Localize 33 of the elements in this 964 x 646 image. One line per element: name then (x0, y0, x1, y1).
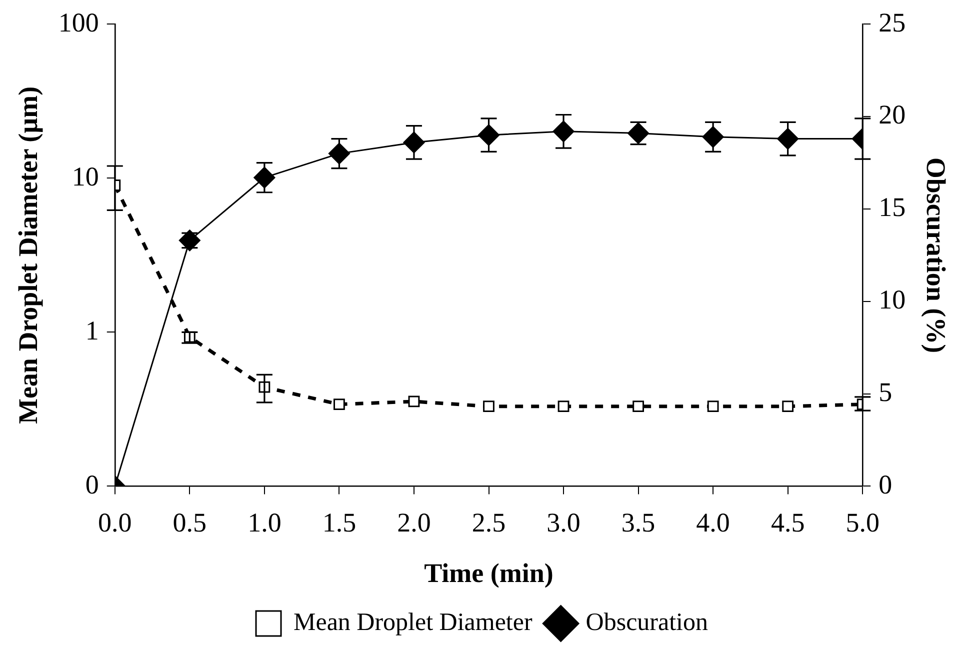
point (483, 400, 494, 412)
x-tick-label: 5.0 (846, 507, 880, 538)
y2-tick-label: 0 (878, 469, 892, 500)
x-tick-label: 3.5 (621, 507, 656, 538)
y2-tick-label: 15 (878, 192, 906, 222)
x-tick-label: 0.5 (172, 507, 207, 538)
y-tick-label: 1 (85, 315, 99, 346)
point (632, 400, 644, 412)
y2-tick-label: 20 (878, 100, 906, 130)
x-tick-label: 4.0 (696, 507, 730, 538)
point (558, 400, 570, 412)
y2-tick-label: 25 (878, 7, 906, 38)
legend-label: Mean Droplet Diameter (294, 609, 533, 636)
y-tick-label: 100 (58, 7, 99, 38)
x-tick-label: 3.0 (546, 507, 580, 538)
x-tick-label: 0.0 (98, 507, 132, 538)
legend-label: Obscuration (586, 609, 708, 636)
point (707, 400, 719, 412)
x-tick-label: 1.0 (248, 507, 282, 538)
x-tick-label: 2.5 (472, 507, 506, 538)
point (782, 400, 794, 412)
y-tick-label: 0 (85, 469, 99, 500)
point (334, 398, 345, 410)
x-tick-label: 1.5 (322, 507, 356, 538)
y2-tick-label: 5 (878, 376, 892, 407)
x-tick-label: 2.0 (397, 507, 431, 538)
y-axis-title: Mean Droplet Diameter (µm) (13, 86, 44, 424)
x-axis-title: Time (min) (424, 558, 554, 588)
x-tick-label: 4.5 (770, 507, 805, 538)
y2-tick-label: 10 (878, 284, 906, 314)
y2-axis-title: Obscuration (%) (920, 157, 951, 354)
point (408, 396, 420, 408)
y-tick-label: 10 (72, 161, 99, 192)
